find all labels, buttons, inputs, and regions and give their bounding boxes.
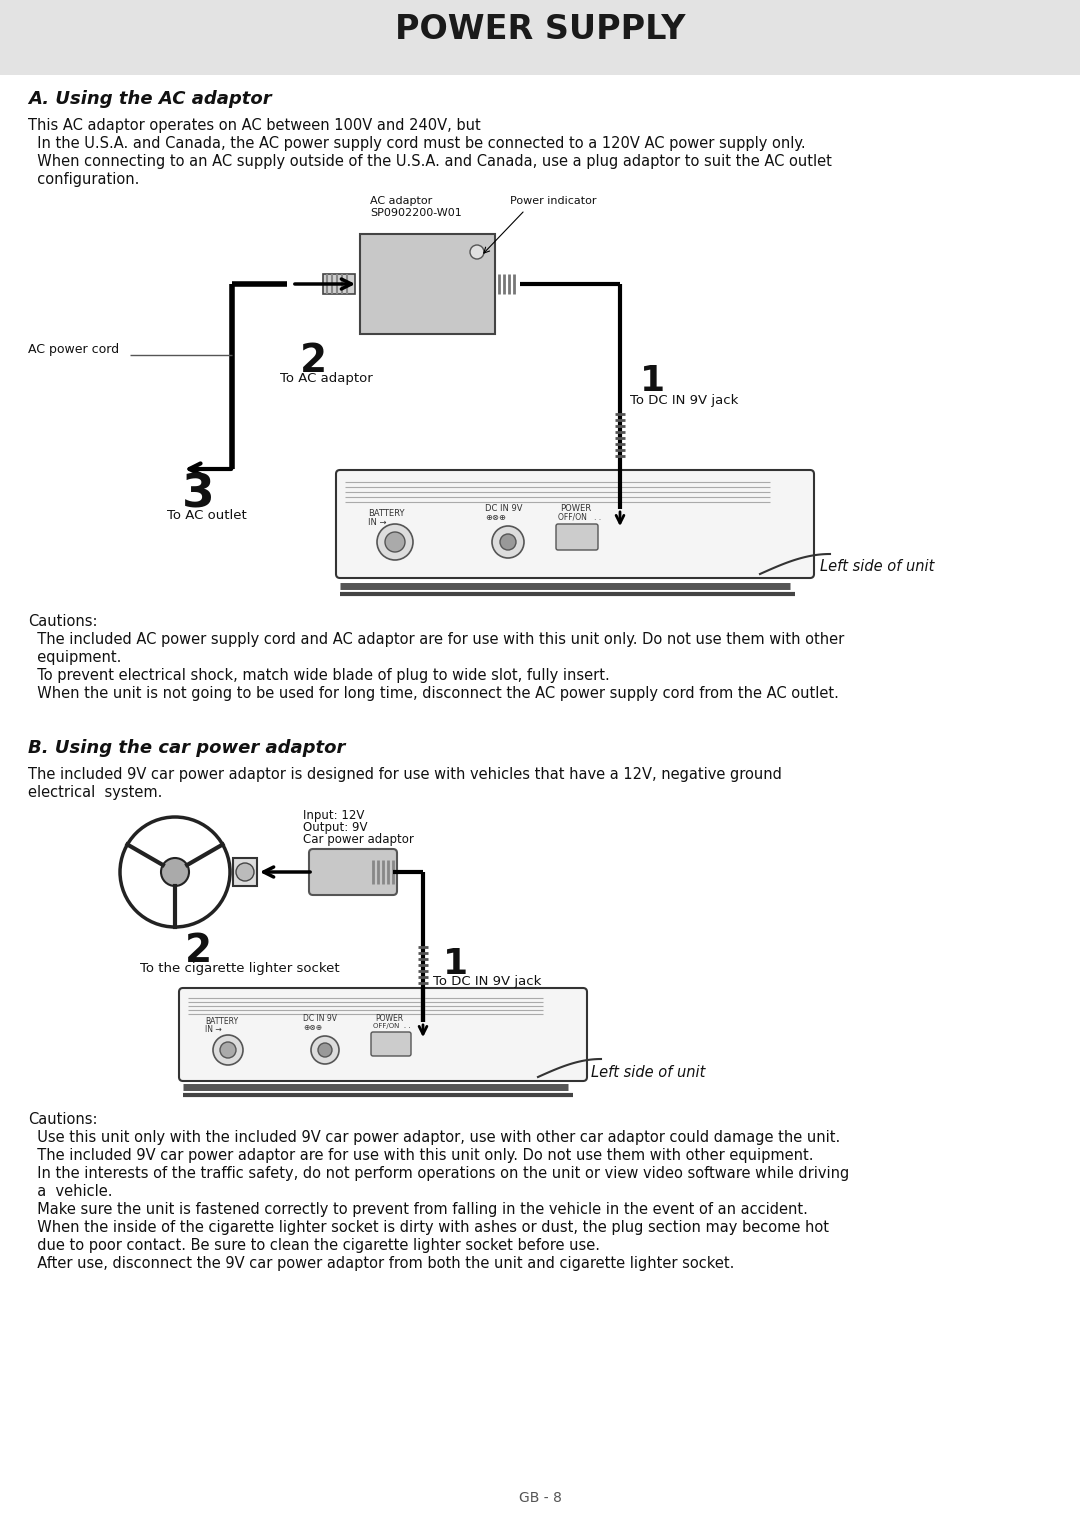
Text: 1: 1 [443,948,468,981]
Text: In the U.S.A. and Canada, the AC power supply cord must be connected to a 120V A: In the U.S.A. and Canada, the AC power s… [28,136,806,151]
Text: a  vehicle.: a vehicle. [28,1184,112,1199]
FancyBboxPatch shape [179,987,588,1080]
Text: 1: 1 [640,365,665,398]
Text: OFF/ON   . .: OFF/ON . . [558,513,602,522]
Text: ⊕⊗⊕: ⊕⊗⊕ [485,513,507,522]
Text: configuration.: configuration. [28,172,139,188]
Text: BATTERY: BATTERY [205,1016,238,1025]
Text: The included 9V car power adaptor is designed for use with vehicles that have a : The included 9V car power adaptor is des… [28,768,782,781]
Text: When the unit is not going to be used for long time, disconnect the AC power sup: When the unit is not going to be used fo… [28,687,839,700]
Circle shape [470,246,484,259]
Text: DC IN 9V: DC IN 9V [485,504,523,513]
Text: This AC adaptor operates on AC between 100V and 240V, but: This AC adaptor operates on AC between 1… [28,118,481,133]
Text: IN →: IN → [368,517,387,526]
Circle shape [161,858,189,887]
Circle shape [384,533,405,552]
Text: Input: 12V: Input: 12V [303,809,364,823]
Circle shape [120,816,230,926]
Text: 3: 3 [183,472,215,517]
Text: The included 9V car power adaptor are for use with this unit only. Do not use th: The included 9V car power adaptor are fo… [28,1148,813,1163]
Text: When the inside of the cigarette lighter socket is dirty with ashes or dust, the: When the inside of the cigarette lighter… [28,1219,829,1235]
FancyBboxPatch shape [556,523,598,549]
Text: Cautions:: Cautions: [28,613,97,629]
Text: BATTERY: BATTERY [368,510,405,517]
Text: Cautions:: Cautions: [28,1112,97,1128]
Circle shape [220,1042,237,1058]
Circle shape [237,864,254,881]
Text: A. Using the AC adaptor: A. Using the AC adaptor [28,90,272,108]
Text: electrical  system.: electrical system. [28,784,162,800]
Text: AC adaptor
SP0902200-W01: AC adaptor SP0902200-W01 [370,195,462,218]
Text: AC power cord: AC power cord [28,342,119,356]
FancyBboxPatch shape [336,470,814,578]
Text: To AC outlet: To AC outlet [167,510,246,522]
Text: To DC IN 9V jack: To DC IN 9V jack [630,394,739,407]
Circle shape [492,526,524,559]
FancyBboxPatch shape [309,848,397,896]
Circle shape [213,1035,243,1065]
Text: 2: 2 [300,342,327,380]
Text: B. Using the car power adaptor: B. Using the car power adaptor [28,739,346,757]
Circle shape [318,1042,332,1058]
Circle shape [377,523,413,560]
Text: ⊕⊗⊕: ⊕⊗⊕ [303,1022,322,1032]
Text: To prevent electrical shock, match wide blade of plug to wide slot, fully insert: To prevent electrical shock, match wide … [28,668,610,684]
FancyBboxPatch shape [360,233,495,334]
Text: GB - 8: GB - 8 [518,1491,562,1505]
Text: After use, disconnect the 9V car power adaptor from both the unit and cigarette : After use, disconnect the 9V car power a… [28,1256,734,1271]
Circle shape [500,534,516,549]
Text: To the cigarette lighter socket: To the cigarette lighter socket [140,961,339,975]
Text: due to poor contact. Be sure to clean the cigarette lighter socket before use.: due to poor contact. Be sure to clean th… [28,1238,600,1253]
FancyBboxPatch shape [233,858,257,887]
Text: Use this unit only with the included 9V car power adaptor, use with other car ad: Use this unit only with the included 9V … [28,1129,840,1144]
Text: 2: 2 [185,932,212,971]
Text: equipment.: equipment. [28,650,121,665]
Text: To AC adaptor: To AC adaptor [280,372,373,385]
Circle shape [311,1036,339,1064]
Text: Car power adaptor: Car power adaptor [303,833,414,845]
Text: The included AC power supply cord and AC adaptor are for use with this unit only: The included AC power supply cord and AC… [28,632,845,647]
Text: POWER SUPPLY: POWER SUPPLY [395,14,685,46]
Text: Make sure the unit is fastened correctly to prevent from falling in the vehicle : Make sure the unit is fastened correctly… [28,1202,808,1218]
Text: OFF/ON  . .: OFF/ON . . [373,1022,410,1029]
Text: When connecting to an AC supply outside of the U.S.A. and Canada, use a plug ada: When connecting to an AC supply outside … [28,154,832,169]
FancyBboxPatch shape [372,1032,411,1056]
Text: Output: 9V: Output: 9V [303,821,367,835]
Text: In the interests of the traffic safety, do not perform operations on the unit or: In the interests of the traffic safety, … [28,1166,849,1181]
Text: DC IN 9V: DC IN 9V [303,1013,337,1022]
Text: Power indicator: Power indicator [510,195,596,206]
Text: Left side of unit: Left side of unit [820,559,934,574]
Text: To DC IN 9V jack: To DC IN 9V jack [433,975,541,987]
Text: Left side of unit: Left side of unit [591,1065,705,1080]
Text: IN →: IN → [205,1025,221,1035]
Bar [0,0,1080,75]
Text: POWER: POWER [561,504,591,513]
FancyBboxPatch shape [323,275,355,295]
Text: POWER: POWER [375,1013,403,1022]
